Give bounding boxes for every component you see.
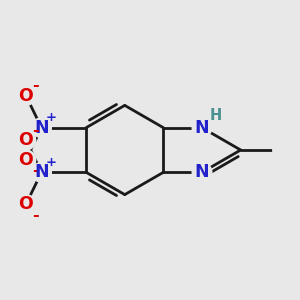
Text: +: + <box>46 111 57 124</box>
Text: H: H <box>209 108 221 123</box>
Text: -: - <box>32 208 39 223</box>
Circle shape <box>32 118 51 137</box>
Text: O: O <box>19 87 33 105</box>
Text: N: N <box>34 163 49 181</box>
Circle shape <box>16 150 36 170</box>
Circle shape <box>192 118 212 137</box>
Circle shape <box>32 163 51 182</box>
Text: +: + <box>46 156 57 169</box>
Text: N: N <box>34 119 49 137</box>
Text: -: - <box>32 78 39 93</box>
Text: O: O <box>19 151 33 169</box>
Circle shape <box>16 130 36 150</box>
Text: -: - <box>32 123 39 138</box>
Circle shape <box>16 195 36 214</box>
Text: -: - <box>32 164 39 178</box>
Text: N: N <box>195 119 209 137</box>
Circle shape <box>192 163 212 182</box>
Text: O: O <box>19 195 33 213</box>
Text: N: N <box>195 163 209 181</box>
Text: O: O <box>19 131 33 149</box>
Circle shape <box>273 142 289 158</box>
Circle shape <box>16 86 36 105</box>
